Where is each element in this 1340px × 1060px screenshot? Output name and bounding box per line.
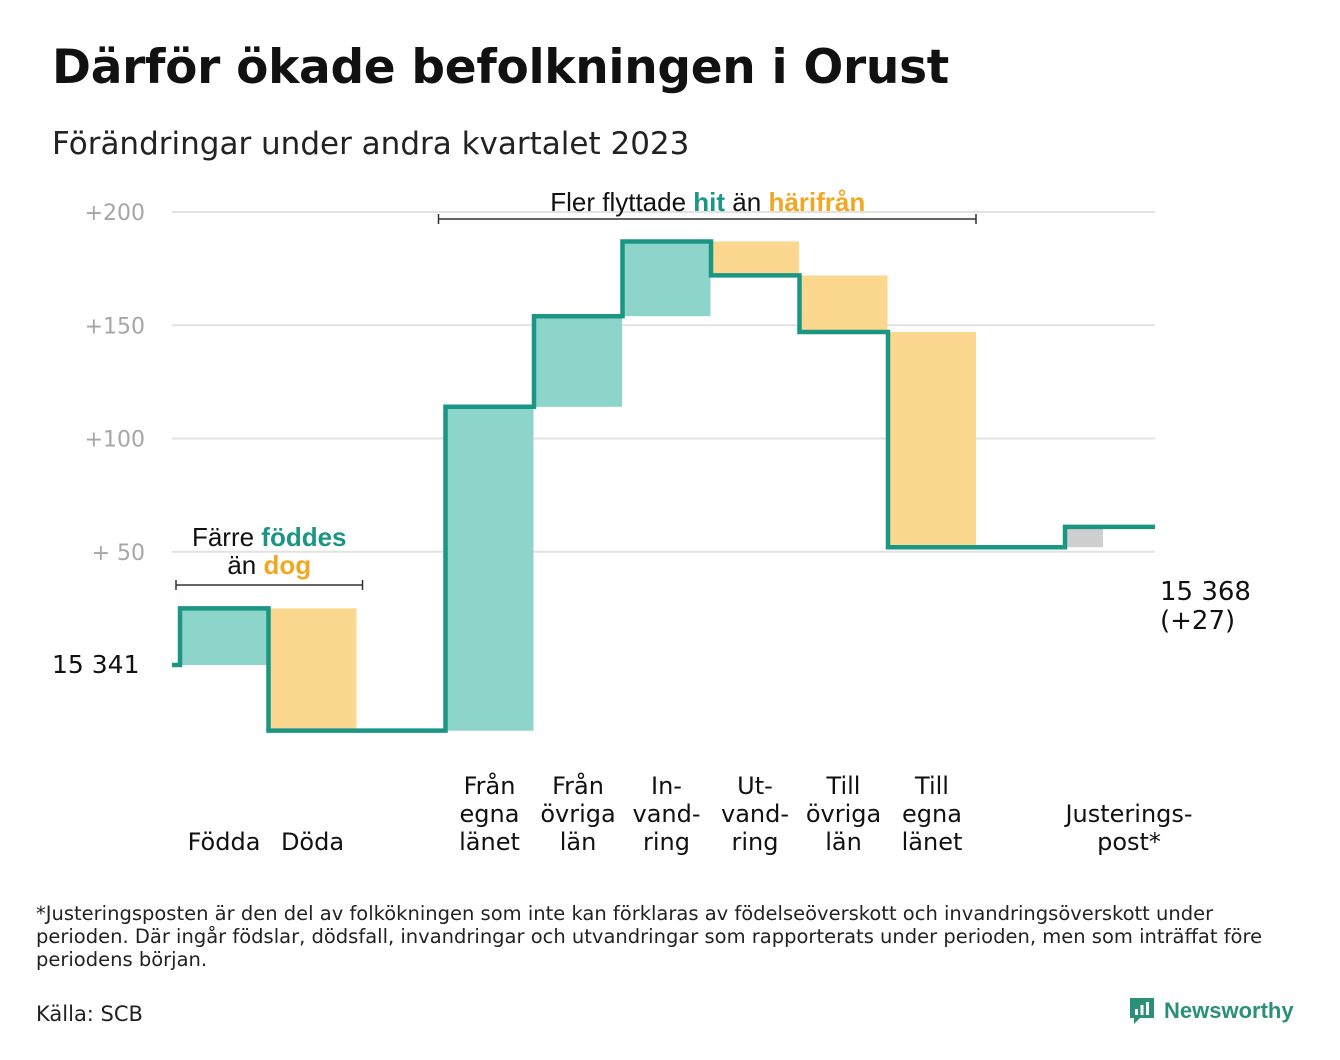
- category-label: Justerings-: [1063, 800, 1192, 828]
- waterfall-bar: [1065, 526, 1103, 548]
- annotation-text-part: härifrån: [768, 187, 865, 217]
- category-label: övriga: [806, 800, 881, 828]
- waterfall-bar: [445, 406, 534, 731]
- annotation-moves: Fler flyttade hit än härifrån: [550, 187, 865, 217]
- y-tick-label: +200: [85, 201, 145, 226]
- waterfall-bar: [711, 241, 799, 276]
- chart-title: Därför ökade befolkningen i Orust: [52, 40, 949, 95]
- waterfall-bar: [622, 241, 711, 317]
- y-tick-label: +100: [85, 428, 145, 453]
- waterfall-bar: [799, 275, 888, 333]
- category-label: In-: [651, 772, 682, 800]
- annotation-births-line1: Färre föddes: [192, 522, 347, 552]
- category-label: egna: [460, 800, 520, 828]
- end-value-label: (+27): [1160, 606, 1235, 636]
- y-tick-label: +150: [85, 314, 145, 339]
- annotation-births-line2: än dog: [227, 550, 311, 580]
- end-value-label: 15 368: [1160, 577, 1251, 607]
- y-tick-label: + 50: [92, 541, 145, 566]
- annotation-text-part: dog: [264, 550, 312, 580]
- cumulative-step-line: [172, 239, 1155, 733]
- category-label: vand-: [632, 800, 700, 828]
- category-label: Till: [914, 772, 949, 800]
- start-value-label: 15 341: [52, 650, 139, 679]
- category-label: Döda: [281, 828, 344, 856]
- footnote: *Justeringsposten är den del av folkökni…: [36, 902, 1263, 971]
- category-label: länet: [902, 828, 963, 856]
- waterfall-bar: [268, 608, 357, 731]
- waterfall-bar: [180, 608, 268, 665]
- annotation-text-part: Fler flyttade: [550, 187, 693, 217]
- annotation-text-part: hit: [693, 187, 725, 217]
- category-label: Födda: [188, 828, 261, 856]
- category-label: Från: [552, 771, 604, 800]
- category-label: län: [560, 828, 597, 856]
- category-label: länet: [459, 828, 520, 856]
- brand-name: Newsworthy: [1164, 998, 1294, 1023]
- annotation-text-part: föddes: [261, 522, 346, 552]
- waterfall-bar: [888, 332, 976, 548]
- annotation-text-part: än: [725, 187, 768, 217]
- brand-logo: Newsworthy: [1128, 996, 1294, 1026]
- chart-subtitle: Förändringar under andra kvartalet 2023: [52, 126, 690, 162]
- category-label: ring: [732, 828, 779, 856]
- waterfall-bar: [534, 316, 622, 407]
- category-label: Ut-: [737, 772, 773, 800]
- source-note: Källa: SCB: [36, 1002, 143, 1026]
- annotation-text-part: Färre: [192, 522, 261, 552]
- bar-chart-logo-icon: [1130, 998, 1154, 1024]
- category-label: län: [825, 828, 862, 856]
- category-label: vand-: [721, 800, 789, 828]
- category-label: ring: [643, 828, 690, 856]
- category-label: egna: [902, 800, 962, 828]
- annotation-text-part: än: [227, 550, 263, 580]
- category-label: Från: [464, 771, 516, 800]
- category-label: övriga: [540, 800, 615, 828]
- category-label: post*: [1097, 828, 1161, 856]
- category-label: Till: [826, 772, 861, 800]
